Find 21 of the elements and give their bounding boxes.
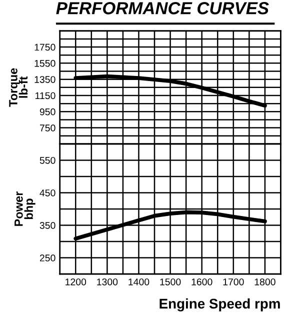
y-tick-label: 950 xyxy=(40,108,56,116)
y-tick-label: 1150 xyxy=(36,92,56,100)
y-tick-label: 1350 xyxy=(34,76,56,83)
y-tick-label: 1550 xyxy=(34,60,56,67)
y-axis-title: Torque lb-ft xyxy=(9,68,28,107)
x-tick-label: 1200 xyxy=(66,278,86,286)
y-tick-label: 250 xyxy=(40,254,56,262)
y-tick-label: 550 xyxy=(40,156,56,164)
x-tick-label: 1300 xyxy=(97,278,118,286)
x-tick-label: 1800 xyxy=(254,278,276,286)
x-axis-title: Engine Speed rpm xyxy=(160,298,280,312)
y-tick-label: 1750 xyxy=(34,44,56,51)
y-tick-label: 350 xyxy=(40,222,56,229)
x-tick-label: 1600 xyxy=(192,278,212,286)
y-axis-title: Power bhp xyxy=(14,191,36,226)
x-tick-label: 1400 xyxy=(128,278,150,286)
y-tick-label: 750 xyxy=(40,124,56,132)
x-tick-label: 1700 xyxy=(223,278,244,286)
chart-title: PERFORMANCE CURVES xyxy=(56,2,269,14)
y-tick-label: 450 xyxy=(40,189,56,196)
x-tick-label: 1500 xyxy=(160,278,181,286)
